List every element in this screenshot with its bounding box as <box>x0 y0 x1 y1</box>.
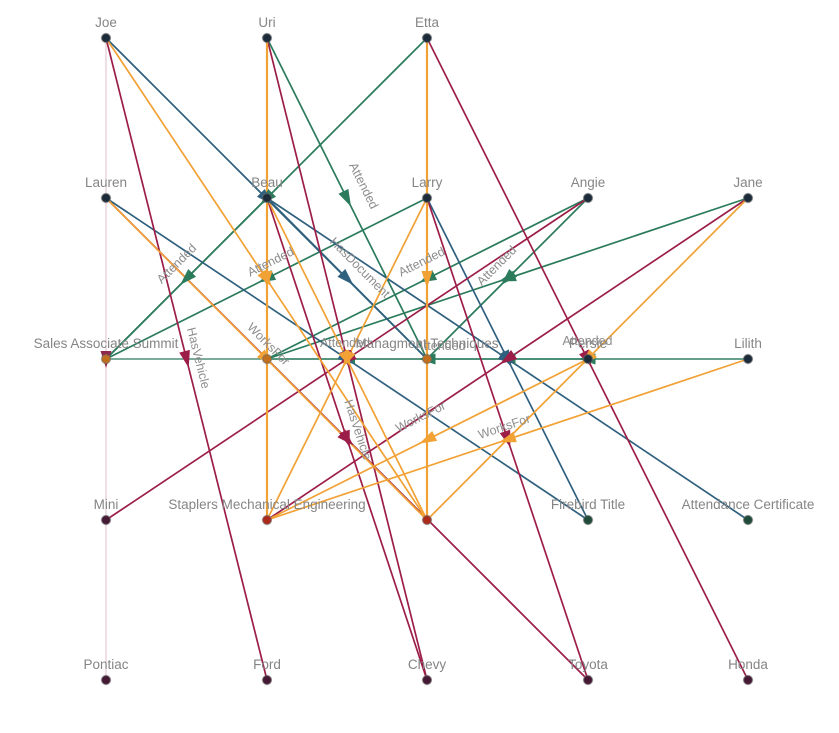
node-label-beau: Beau <box>251 175 283 190</box>
node-honda[interactable] <box>742 674 754 686</box>
node-larry[interactable] <box>421 192 433 204</box>
node-label-larry: Larry <box>412 175 443 190</box>
node-co2[interactable] <box>421 514 433 526</box>
node-uri[interactable] <box>261 32 273 44</box>
node-label-firebird: Firebird Title <box>551 497 625 512</box>
node-mt[interactable] <box>421 353 433 365</box>
node-label-chevy: Chevy <box>408 657 447 672</box>
arrowhead-jane-co1 <box>500 349 518 365</box>
node-sas[interactable] <box>100 353 112 365</box>
node-jane[interactable] <box>742 192 754 204</box>
node-label-ford: Ford <box>253 657 281 672</box>
edge-label-beau-sas: Attended <box>154 241 199 286</box>
edge-label-persie-sas: Attended <box>320 336 370 350</box>
edge-label-lilith-mt: Attended <box>562 334 612 348</box>
node-label-toyota: Toyota <box>568 657 608 672</box>
node-firebird[interactable] <box>582 514 594 526</box>
node-label-persie: Persie <box>569 336 607 351</box>
node-beau[interactable] <box>261 192 273 204</box>
arrowhead-beau-co2 <box>338 349 352 368</box>
node-chevy[interactable] <box>421 674 433 686</box>
node-label-joe: Joe <box>95 15 117 30</box>
edge-label-beau-chevy: HasVehicle <box>341 398 374 462</box>
arrowhead-beau-sas <box>180 268 197 285</box>
node-joe[interactable] <box>100 32 112 44</box>
node-label-jane: Jane <box>733 175 762 190</box>
layer-edgeLabels: Attended Attended Attended Attended Attended… <box>154 160 613 461</box>
arrowhead-lauren-toyota <box>337 429 354 446</box>
node-label-lauren: Lauren <box>85 175 127 190</box>
edge-label-persie-ev2: Attended <box>415 339 465 353</box>
arrowhead-etta-co2 <box>421 271 433 289</box>
edge-label-angie-ev2: Attended <box>396 244 447 279</box>
arrowhead-uri-mt <box>338 188 352 207</box>
node-attcert[interactable] <box>742 514 754 526</box>
node-label-uri: Uri <box>258 15 275 30</box>
node-angie[interactable] <box>582 192 594 204</box>
arrowhead-persie-co1 <box>419 431 438 444</box>
node-label-lilith: Lilith <box>734 336 762 351</box>
node-label-mt: Managment Techniques <box>355 336 498 351</box>
node-label-honda: Honda <box>728 657 768 672</box>
layer-nodes <box>100 32 754 686</box>
arrowhead-joe-co2 <box>257 269 272 287</box>
arrowhead-jane-ev2 <box>498 270 517 282</box>
node-pontiac[interactable] <box>100 674 112 686</box>
node-label-attcert: Attendance Certificate <box>682 497 815 512</box>
node-etta[interactable] <box>421 32 433 44</box>
edge-label-uri-mt: Attended <box>346 160 381 211</box>
arrowhead-joe-ford <box>179 349 190 368</box>
node-label-angie: Angie <box>571 175 606 190</box>
node-co1[interactable] <box>261 514 273 526</box>
node-ford[interactable] <box>261 674 273 686</box>
node-label-pontiac: Pontiac <box>83 657 128 672</box>
arrowhead-lilith-co1 <box>498 431 517 443</box>
node-label-mini: Mini <box>94 497 119 512</box>
node-toyota[interactable] <box>582 674 594 686</box>
node-label-sas: Sales Associate Summit <box>34 336 179 351</box>
node-lauren[interactable] <box>100 192 112 204</box>
edge-label-persie-co1: WorksFor <box>393 399 447 436</box>
node-label-etta: Etta <box>415 15 440 30</box>
node-mini[interactable] <box>100 514 112 526</box>
layer-nodeLabels: Joe Uri Etta Lauren Beau Larry Angie Jane Sales … <box>34 15 815 672</box>
node-label-co1: Staplers Mechanical Engineering <box>168 497 365 512</box>
node-ev2[interactable] <box>261 353 273 365</box>
node-persie[interactable] <box>582 353 594 365</box>
arrowhead-beau-mt <box>337 268 354 285</box>
node-lilith[interactable] <box>742 353 754 365</box>
